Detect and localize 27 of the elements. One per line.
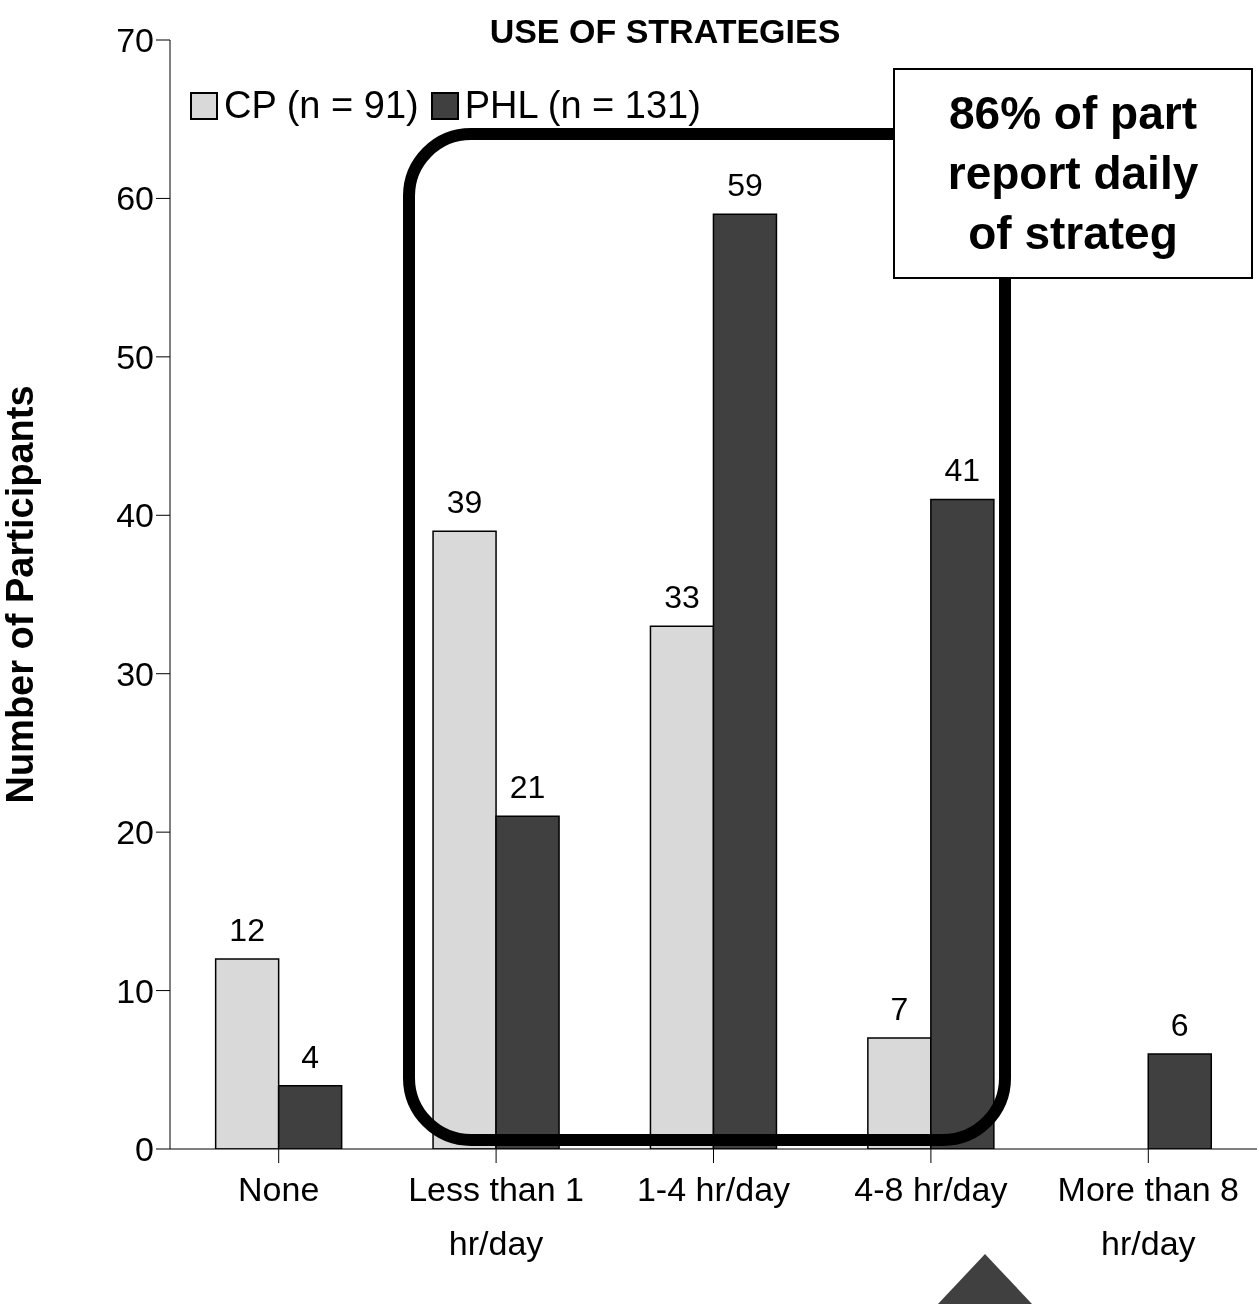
x-tick-label: 1-4 hr/day [636, 1170, 791, 1208]
x-tick-label: Less than 1 hr/day [408, 1170, 584, 1262]
data-label: 12 [229, 911, 265, 948]
y-axis-title: Number of Participants [0, 385, 42, 804]
data-label: 41 [944, 452, 981, 489]
y-tick-label: 70 [116, 21, 154, 60]
data-label: 39 [446, 484, 483, 521]
y-tick-label: 50 [116, 337, 154, 376]
y-tick-label: 0 [135, 1130, 154, 1169]
data-label: 7 [890, 991, 909, 1028]
y-tick-label: 30 [116, 654, 154, 693]
data-label: 59 [727, 167, 763, 204]
data-label: 21 [509, 769, 546, 806]
x-tick-label: None [238, 1170, 320, 1208]
data-label: 33 [664, 579, 700, 616]
chart-title: USE OF STRATEGIES [488, 12, 842, 51]
y-tick-label: 60 [116, 179, 154, 218]
x-tick-label: 4-8 hr/day [854, 1170, 1008, 1208]
y-tick-label: 40 [116, 496, 154, 535]
data-label: 6 [1170, 1006, 1189, 1043]
x-tick-label: More than 8 hr/day [1057, 1170, 1240, 1262]
legend-label: PHL (n = 131) [464, 84, 701, 127]
data-label: 4 [301, 1038, 320, 1075]
y-tick-label: 20 [116, 813, 154, 852]
y-tick-label: 10 [116, 971, 154, 1010]
annotation: 86% of part report daily of strateg [893, 68, 1253, 280]
legend-label: CP (n = 91) [224, 84, 419, 127]
